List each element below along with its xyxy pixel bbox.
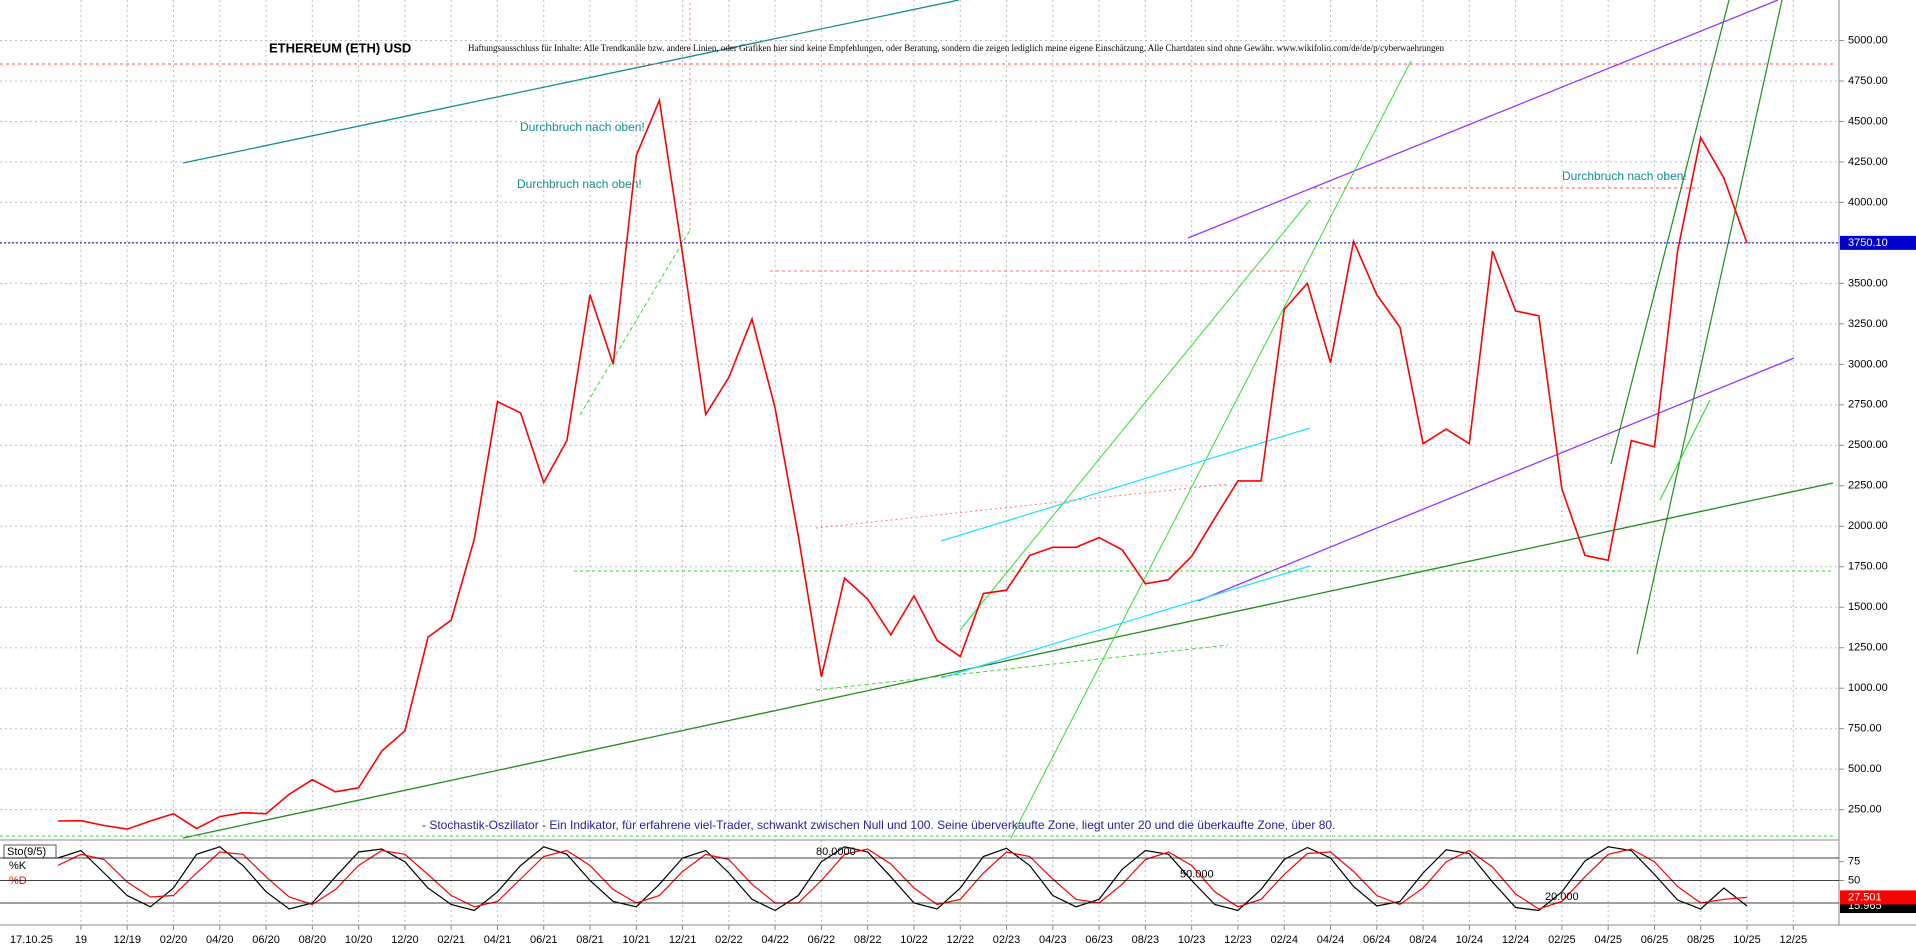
trend-line <box>1636 0 1783 655</box>
level-label: 50.000 <box>1180 868 1214 880</box>
x-tick-label: 04/23 <box>1039 934 1067 946</box>
x-tick-label: 06/20 <box>252 934 280 946</box>
level-label: 80.0000 <box>816 846 856 858</box>
trend-line <box>1610 0 1730 465</box>
x-tick-label: 02/23 <box>993 934 1021 946</box>
y-tick-label: 2500.00 <box>1848 439 1888 451</box>
y-tick-label: 3000.00 <box>1848 358 1888 370</box>
x-tick-label: 06/24 <box>1363 934 1391 946</box>
trend-line <box>1197 357 1795 602</box>
x-tick-label: 08/23 <box>1132 934 1160 946</box>
x-tick-label: 08/22 <box>854 934 882 946</box>
trend-line <box>1659 399 1711 501</box>
x-tick-label: 06/22 <box>808 934 836 946</box>
x-tick-label: 06/21 <box>530 934 558 946</box>
annotation: Durchbruch nach oben! <box>1562 169 1687 183</box>
annotation: - Stochastik-Oszillator - Ein Indikator,… <box>422 818 1335 832</box>
trend-line <box>1187 0 1779 239</box>
chart-title: ETHEREUM (ETH) USD <box>269 40 411 55</box>
y-tick-label: 500.00 <box>1848 763 1882 775</box>
last-value-label: 27.501 <box>1848 891 1882 903</box>
y-tick-label: 5000.00 <box>1848 34 1888 46</box>
x-tick-label: 10/21 <box>623 934 651 946</box>
x-tick-label: 02/22 <box>715 934 743 946</box>
level-line <box>815 483 1229 529</box>
trend-line <box>182 0 960 164</box>
x-tick-label: 02/24 <box>1270 934 1298 946</box>
x-tick-label: 04/22 <box>761 934 789 946</box>
x-tick-label: 08/20 <box>299 934 327 946</box>
x-tick-label: 12/23 <box>1224 934 1252 946</box>
y-tick-label: 1250.00 <box>1848 642 1888 654</box>
x-tick-label: 06/23 <box>1085 934 1113 946</box>
x-tick-label: 08/24 <box>1409 934 1437 946</box>
x-tick-label: 06/25 <box>1641 934 1669 946</box>
x-tick-label: 02/25 <box>1548 934 1576 946</box>
trend-line <box>182 482 1834 839</box>
x-tick-label: 12/19 <box>113 934 141 946</box>
current-price-label: 3750.10 <box>1848 237 1888 249</box>
x-tick-label: 10/24 <box>1456 934 1484 946</box>
grid <box>0 0 1839 925</box>
x-tick-label: 12/20 <box>391 934 419 946</box>
annotation: Durchbruch nach oben! <box>517 177 642 191</box>
trend-line <box>940 427 1311 542</box>
y-tick-label: 4750.00 <box>1848 75 1888 87</box>
trend-line <box>940 565 1311 679</box>
x-tick-label: 12/21 <box>669 934 697 946</box>
x-tick-label: 10/23 <box>1178 934 1206 946</box>
trend-line <box>1010 60 1412 839</box>
annotation: Durchbruch nach oben! <box>520 120 645 134</box>
x-tick-label: 04/25 <box>1594 934 1622 946</box>
plot-area <box>57 97 1748 912</box>
price-line <box>57 97 1748 830</box>
x-tick-label: 02/20 <box>160 934 188 946</box>
legend-entry: %D <box>9 875 27 887</box>
y-tick-label: 75 <box>1848 856 1860 868</box>
x-tick-label: 04/21 <box>484 934 512 946</box>
legend-entry: %K <box>9 860 27 872</box>
y-tick-label: 250.00 <box>1848 804 1882 816</box>
y-tick-label: 3250.00 <box>1848 318 1888 330</box>
y-tick-label: 1500.00 <box>1848 601 1888 613</box>
y-tick-label: 2000.00 <box>1848 520 1888 532</box>
x-tick-label: 02/21 <box>437 934 465 946</box>
x-tick-label: 12/22 <box>946 934 974 946</box>
last-value-box <box>1840 890 1916 905</box>
x-tick-label: 19 <box>75 934 87 946</box>
stoch-line <box>57 848 1748 910</box>
y-tick-label: 4000.00 <box>1848 196 1888 208</box>
y-tick-label: 2750.00 <box>1848 399 1888 411</box>
x-tick-label: 10/22 <box>900 934 928 946</box>
date-label: 17.10.25 <box>10 934 53 946</box>
x-tick-label: 04/20 <box>206 934 234 946</box>
y-tick-label: 3500.00 <box>1848 277 1888 289</box>
y-tick-label: 2250.00 <box>1848 480 1888 492</box>
level-label: 20.000 <box>1545 891 1579 903</box>
trend-line <box>959 199 1311 631</box>
x-tick-label: 08/21 <box>576 934 604 946</box>
trend-line <box>815 644 1229 691</box>
trendlines <box>0 0 1916 926</box>
y-tick-label: 1750.00 <box>1848 561 1888 573</box>
disclaimer: Haftungsausschluss für Inhalte: Alle Tre… <box>468 43 1445 53</box>
x-tick-label: 08/25 <box>1687 934 1715 946</box>
y-tick-label: 4500.00 <box>1848 115 1888 127</box>
current-price-box <box>1840 235 1916 250</box>
y-tick-label: 750.00 <box>1848 723 1882 735</box>
x-tick-label: 04/24 <box>1317 934 1345 946</box>
x-tick-label: 10/20 <box>345 934 373 946</box>
indicator-title: Sto(9/5) <box>7 846 46 858</box>
y-tick-label: 4250.00 <box>1848 156 1888 168</box>
y-tick-label: 50 <box>1848 874 1860 886</box>
x-tick-label: 12/24 <box>1502 934 1530 946</box>
x-tick-label: 10/25 <box>1733 934 1761 946</box>
trend-line <box>579 229 691 416</box>
y-tick-label: 1000.00 <box>1848 682 1888 694</box>
x-tick-label: 12/25 <box>1780 934 1808 946</box>
